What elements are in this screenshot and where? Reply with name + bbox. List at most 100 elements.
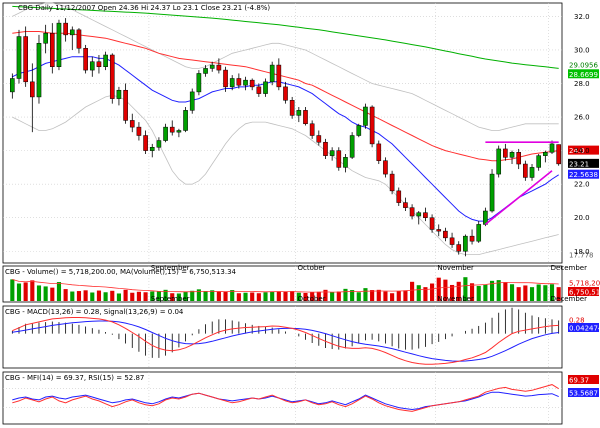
volume-bar — [23, 282, 28, 301]
volume-bar — [350, 290, 355, 301]
volume-bar — [143, 292, 148, 301]
candle-body — [436, 229, 442, 232]
volume-bar — [436, 277, 441, 301]
candle-body — [223, 69, 228, 88]
candle-body — [69, 29, 75, 36]
volume-bar — [123, 289, 128, 301]
candle-body — [476, 224, 482, 242]
candle-body — [209, 64, 215, 69]
price-value-tag: 22.5638 — [569, 171, 598, 179]
mfi-line — [12, 384, 559, 412]
candle-body — [236, 78, 242, 86]
volume-bar — [383, 291, 388, 301]
candle-body — [189, 91, 195, 111]
candle-body — [396, 190, 402, 203]
volume-bar — [96, 290, 102, 301]
price-tick-label: 20.0 — [574, 214, 590, 222]
volume-bar — [416, 285, 421, 301]
candle-body — [443, 230, 448, 239]
candle-body — [496, 148, 502, 175]
candle-body — [356, 125, 362, 136]
candle-body — [303, 110, 308, 125]
volume-bar — [356, 292, 361, 301]
volume-bar — [330, 292, 335, 301]
volume-bar — [76, 291, 82, 301]
panel-frame-price — [2, 2, 563, 264]
candle-body — [289, 100, 295, 116]
price-value-tag-bg — [568, 60, 599, 70]
volume-bar — [136, 291, 141, 301]
price-value-tag-bg — [568, 249, 599, 259]
candle-body — [323, 141, 328, 156]
volume-bar — [196, 289, 201, 301]
volume-bar — [450, 284, 455, 301]
volume-bar — [323, 289, 328, 301]
volume-bar — [203, 291, 208, 301]
macd-line — [12, 317, 559, 365]
volume-bar — [310, 292, 315, 301]
volume-panel: CBG - Volume() = 5,718,200.00, MA(Volume… — [5, 268, 600, 301]
candle-body — [423, 212, 428, 218]
volume-bar — [469, 283, 475, 301]
candle-body — [376, 143, 382, 161]
header-low: Lo 23.1 — [173, 4, 199, 12]
price-tick-label: 28.0 — [574, 80, 590, 88]
volume-bar — [423, 287, 428, 301]
volume-bar — [316, 291, 321, 301]
candle-body — [229, 78, 235, 88]
candle-body — [216, 64, 222, 71]
candle-body — [63, 22, 68, 36]
volume-bar — [276, 291, 281, 301]
volume-bar — [496, 280, 501, 301]
axis-labels: September September October October November… — [151, 13, 590, 303]
volume-bar — [543, 285, 548, 301]
month-label-volume: October — [297, 295, 325, 303]
candle-body — [456, 244, 462, 252]
volume-bar — [103, 292, 108, 301]
header-open: Open 24.36 — [98, 4, 140, 12]
volume-bar — [36, 285, 42, 301]
volume-bar — [483, 284, 488, 301]
candle-body — [529, 167, 535, 178]
candle-body — [349, 135, 355, 158]
candle-body — [36, 43, 42, 98]
candle-body — [203, 68, 208, 74]
volume-bar — [536, 284, 541, 301]
candle-body — [169, 126, 175, 133]
candle-body — [49, 32, 55, 67]
price-value-tag: 17.778 — [569, 251, 594, 259]
volume-bar — [223, 292, 228, 301]
candle-body — [276, 64, 282, 88]
volume-bar — [236, 293, 241, 301]
candle-body — [489, 173, 495, 212]
long-moving-average-line — [12, 5, 559, 69]
volume-bar — [150, 291, 155, 301]
volume-bar — [463, 277, 468, 301]
macd-signal-line — [12, 320, 559, 362]
volume-tag: 5,718,200 — [569, 280, 600, 288]
panel-frame-macd — [2, 305, 563, 369]
chart-header: CBG Daily 11/12/2007 Open 24.36 Hi 24.37… — [18, 4, 270, 12]
candle-body — [309, 123, 315, 136]
volume-bar — [403, 290, 408, 301]
candle-body — [116, 89, 122, 99]
rsi-tag-bg — [568, 388, 599, 397]
candle-body — [109, 54, 115, 99]
candle-body — [56, 22, 62, 67]
volume-bar — [163, 289, 168, 301]
candle-body — [89, 61, 95, 71]
bollinger-lower-line — [12, 94, 559, 256]
volume-bar — [90, 292, 95, 301]
candle-body — [249, 79, 255, 88]
macd-signal-tag: 0.042474 — [569, 325, 600, 333]
volume-bar — [83, 290, 88, 301]
candle-body — [143, 135, 148, 151]
candle-body — [536, 155, 541, 168]
candle-body — [183, 110, 188, 131]
candle-body — [163, 126, 168, 141]
candle-body — [129, 120, 135, 128]
volume-bar — [343, 288, 348, 301]
volume-bar — [156, 291, 161, 301]
volume-bar — [130, 292, 135, 301]
candle-body — [96, 61, 102, 67]
